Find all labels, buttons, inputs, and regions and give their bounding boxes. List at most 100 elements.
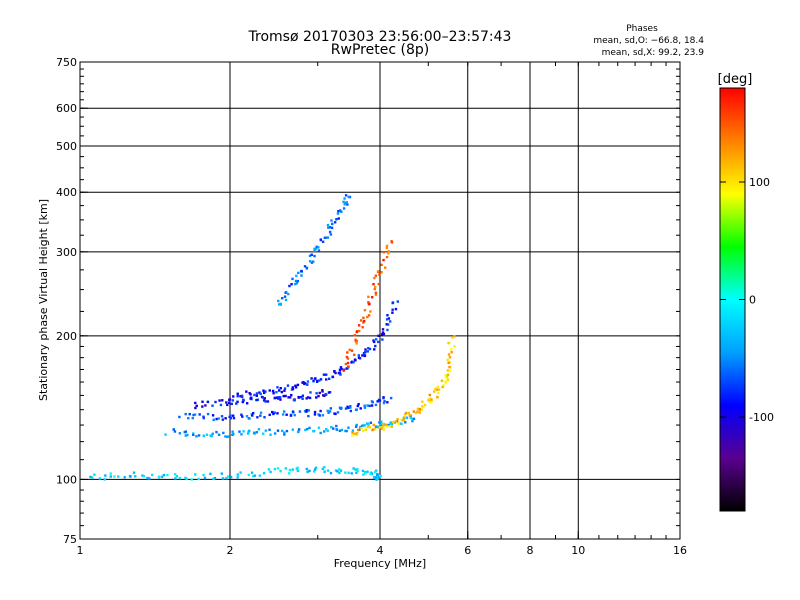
data-point — [374, 291, 378, 294]
y-tick-label: 400 — [56, 186, 77, 199]
data-point — [261, 432, 265, 435]
data-point — [338, 209, 342, 212]
data-point — [351, 429, 355, 432]
data-point — [354, 425, 358, 428]
data-point — [306, 396, 310, 399]
data-point — [371, 428, 375, 431]
data-point — [285, 429, 289, 433]
data-point — [308, 260, 312, 263]
data-point — [448, 369, 452, 373]
data-point — [220, 472, 223, 475]
data-point — [173, 430, 177, 433]
data-point — [356, 468, 359, 471]
data-point — [300, 269, 303, 273]
colorbar-label: [deg] — [718, 72, 753, 87]
data-point — [436, 385, 439, 389]
data-point — [215, 417, 218, 421]
data-point — [349, 405, 352, 408]
data-point — [369, 310, 372, 313]
data-point — [450, 350, 453, 354]
data-point — [382, 250, 385, 254]
data-point — [316, 379, 319, 383]
data-point — [362, 424, 365, 427]
data-point — [416, 407, 420, 410]
data-point — [308, 426, 311, 430]
data-point — [304, 428, 307, 432]
data-point — [281, 413, 285, 416]
data-point — [387, 250, 390, 253]
x-tick-label: 10 — [571, 544, 585, 557]
data-point — [372, 282, 375, 286]
data-point — [447, 353, 451, 356]
data-point — [288, 284, 291, 288]
data-point — [334, 469, 338, 472]
data-point — [242, 430, 245, 433]
data-point — [345, 367, 348, 370]
data-point — [355, 471, 358, 474]
data-point — [245, 414, 249, 418]
data-point — [232, 395, 235, 398]
data-point — [272, 392, 275, 395]
data-point — [328, 226, 332, 229]
data-point — [178, 415, 181, 419]
data-point — [370, 400, 374, 403]
data-point — [202, 434, 206, 437]
data-point — [184, 434, 188, 437]
data-point — [305, 266, 309, 270]
data-point — [283, 431, 286, 434]
data-point — [245, 402, 249, 405]
data-point — [447, 361, 450, 365]
data-point — [287, 292, 290, 296]
data-point — [381, 331, 385, 334]
data-point — [437, 391, 440, 395]
data-point — [249, 397, 252, 400]
data-point — [202, 415, 205, 418]
data-point — [405, 416, 409, 419]
data-point — [236, 395, 239, 398]
data-point — [325, 427, 328, 431]
data-point — [344, 407, 348, 410]
data-point — [418, 407, 422, 411]
data-point — [390, 240, 393, 243]
data-point — [184, 430, 188, 433]
data-point — [195, 404, 198, 408]
data-point — [294, 282, 297, 286]
data-point — [262, 399, 266, 402]
data-point — [352, 361, 355, 364]
data-point — [362, 319, 366, 323]
data-point — [129, 475, 132, 478]
data-point — [195, 435, 198, 438]
data-point — [334, 371, 337, 375]
data-point — [225, 476, 228, 480]
data-point — [356, 428, 360, 432]
data-point — [295, 274, 298, 278]
data-point — [358, 357, 362, 360]
data-point — [404, 413, 407, 416]
data-point — [317, 413, 320, 416]
data-point — [323, 394, 326, 397]
data-point — [264, 429, 268, 432]
data-point — [205, 433, 209, 436]
data-point — [446, 369, 450, 372]
data-point — [368, 404, 371, 408]
data-point — [323, 466, 326, 469]
data-point — [236, 392, 239, 395]
data-point — [381, 328, 385, 331]
data-point — [383, 400, 386, 403]
data-point — [192, 433, 195, 437]
x-tick-label: 2 — [227, 544, 234, 557]
data-point — [269, 470, 272, 474]
data-point — [273, 411, 276, 414]
data-point — [194, 401, 197, 405]
data-point — [290, 282, 293, 286]
data-point — [225, 401, 228, 404]
data-point — [319, 378, 323, 381]
data-point — [263, 397, 267, 400]
data-point — [387, 317, 391, 320]
data-point — [283, 389, 286, 392]
data-points — [89, 194, 456, 481]
x-tick-label: 6 — [464, 544, 471, 557]
data-point — [187, 417, 190, 420]
data-point — [374, 293, 378, 296]
data-point — [347, 426, 350, 429]
